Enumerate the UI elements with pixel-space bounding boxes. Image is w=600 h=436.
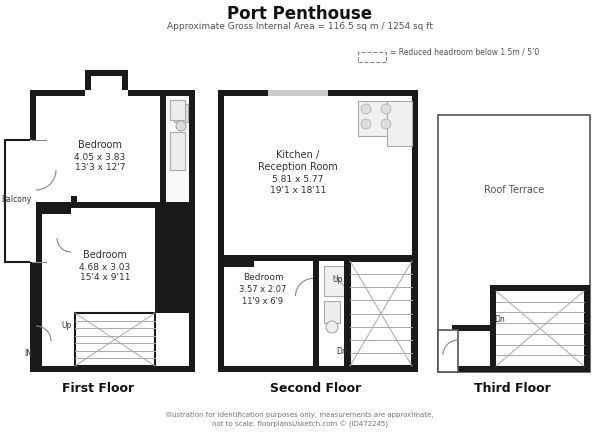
Text: 19'1 x 18'11: 19'1 x 18'11	[270, 187, 326, 195]
Text: Reception Room: Reception Room	[258, 162, 338, 172]
Text: Dn: Dn	[337, 347, 347, 355]
Bar	[36, 202, 64, 208]
Circle shape	[381, 104, 391, 114]
Bar	[5, 140, 32, 262]
Bar	[452, 325, 458, 372]
Text: Roof Terrace: Roof Terrace	[484, 185, 544, 195]
Bar	[350, 261, 412, 366]
Bar	[324, 301, 340, 323]
Bar	[324, 266, 354, 296]
Bar	[85, 70, 91, 90]
Text: Up: Up	[333, 275, 343, 283]
Circle shape	[381, 119, 391, 129]
Text: Bedroom: Bedroom	[242, 273, 283, 283]
Text: 3.57 x 2.07: 3.57 x 2.07	[239, 286, 287, 294]
Bar	[584, 285, 590, 372]
Bar	[218, 255, 418, 261]
Text: Bedroom: Bedroom	[78, 140, 122, 150]
Text: Second Floor: Second Floor	[271, 382, 362, 395]
Text: 13'3 x 12'7: 13'3 x 12'7	[75, 164, 125, 173]
Text: Port Penthouse: Port Penthouse	[227, 5, 373, 23]
Text: First Floor: First Floor	[62, 382, 134, 395]
Bar	[122, 70, 128, 90]
Bar	[438, 115, 590, 372]
Circle shape	[361, 104, 371, 114]
Bar	[224, 261, 254, 267]
Text: IN: IN	[24, 350, 32, 358]
Text: Up: Up	[62, 320, 72, 330]
Text: 4.05 x 3.83: 4.05 x 3.83	[74, 153, 125, 161]
Bar	[490, 285, 496, 372]
Bar	[452, 366, 490, 372]
Bar	[36, 208, 71, 214]
Bar	[71, 196, 77, 208]
Bar	[387, 101, 412, 146]
Text: Third Floor: Third Floor	[473, 382, 550, 395]
Bar	[30, 90, 85, 96]
Bar	[358, 101, 403, 136]
Bar	[64, 202, 195, 208]
Bar	[344, 255, 350, 366]
Text: = Reduced headroom below 1.5m / 5’0: = Reduced headroom below 1.5m / 5’0	[390, 48, 539, 57]
Text: 4.68 x 3.03: 4.68 x 3.03	[79, 262, 131, 272]
Bar	[75, 313, 155, 366]
Bar	[358, 52, 386, 62]
Text: Dn: Dn	[494, 316, 505, 324]
Text: 11'9 x 6'9: 11'9 x 6'9	[242, 297, 284, 307]
Bar	[452, 325, 490, 331]
Bar	[160, 96, 166, 202]
Bar	[218, 90, 418, 96]
Bar	[174, 104, 188, 122]
Circle shape	[361, 119, 371, 129]
Bar	[30, 366, 195, 372]
Bar	[155, 313, 189, 366]
Bar	[189, 90, 195, 372]
Bar	[170, 132, 185, 170]
Text: Bedroom: Bedroom	[83, 250, 127, 260]
Bar	[490, 285, 590, 291]
Bar	[166, 96, 189, 202]
Text: 15'4 x 9'11: 15'4 x 9'11	[80, 273, 130, 283]
Text: Kitchen /: Kitchen /	[277, 150, 320, 160]
Bar	[490, 366, 590, 372]
Bar	[36, 208, 42, 366]
Bar	[438, 330, 458, 372]
Bar	[412, 90, 418, 372]
Text: Approximate Gross Internal Area = 116.5 sq m / 1254 sq ft: Approximate Gross Internal Area = 116.5 …	[167, 23, 433, 31]
Bar	[268, 90, 328, 96]
Bar	[218, 366, 418, 372]
Text: Balcony: Balcony	[1, 195, 31, 204]
Bar	[30, 140, 36, 262]
Bar	[128, 90, 195, 96]
Bar	[85, 70, 128, 76]
Circle shape	[176, 121, 186, 131]
Bar	[30, 90, 36, 372]
Bar	[218, 90, 224, 372]
Circle shape	[326, 321, 338, 333]
Bar	[155, 208, 189, 313]
Bar	[313, 255, 319, 366]
Text: not to scale. floorplansUsketch.com © (ID472245): not to scale. floorplansUsketch.com © (I…	[212, 420, 388, 428]
Text: 5.81 x 5.77: 5.81 x 5.77	[272, 174, 323, 184]
Bar	[170, 100, 185, 120]
Text: Illustration for identification purposes only, measurements are approximate,: Illustration for identification purposes…	[166, 412, 434, 418]
